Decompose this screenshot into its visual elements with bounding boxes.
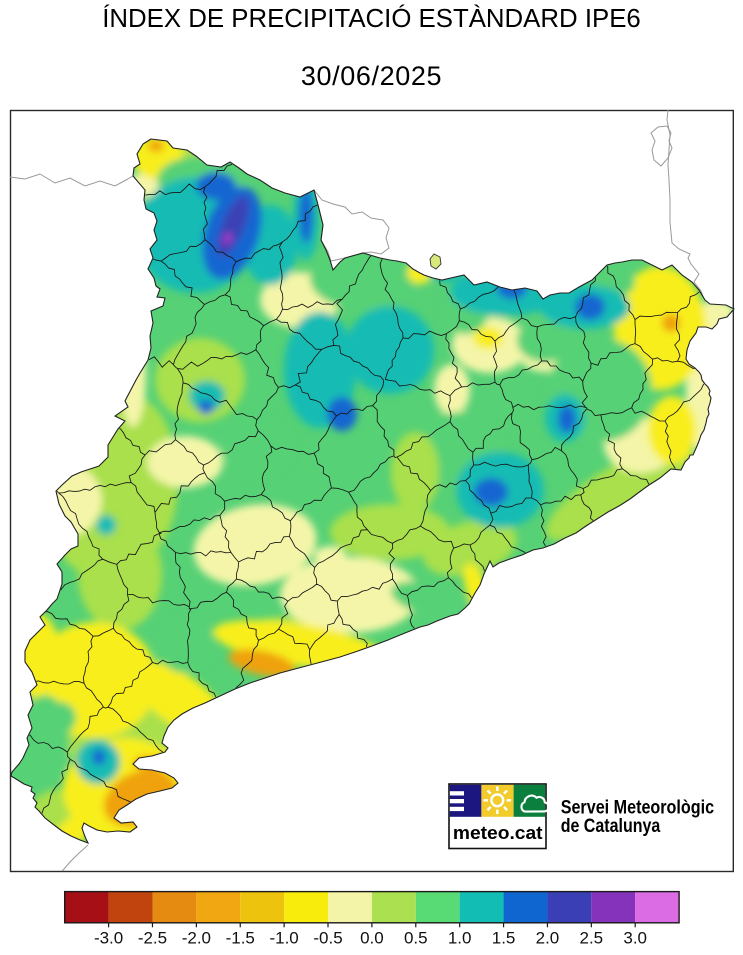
svg-text:2.5: 2.5: [580, 929, 604, 948]
svg-text:0.5: 0.5: [404, 929, 428, 948]
svg-text:-1.5: -1.5: [226, 929, 255, 948]
svg-text:1.0: 1.0: [448, 929, 472, 948]
svg-text:-2.0: -2.0: [182, 929, 211, 948]
svg-text:1.5: 1.5: [492, 929, 516, 948]
svg-text:-1.0: -1.0: [269, 929, 298, 948]
svg-text:3.0: 3.0: [623, 929, 647, 948]
svg-text:Servei Meteorològic: Servei Meteorològic: [561, 797, 715, 819]
svg-text:-3.0: -3.0: [94, 929, 123, 948]
svg-text:0.0: 0.0: [360, 929, 384, 948]
svg-text:-2.5: -2.5: [138, 929, 167, 948]
svg-text:de Catalunya: de Catalunya: [561, 815, 661, 837]
svg-text:meteo.cat: meteo.cat: [453, 822, 543, 843]
svg-text:2.0: 2.0: [536, 929, 560, 948]
svg-text:-0.5: -0.5: [313, 929, 342, 948]
